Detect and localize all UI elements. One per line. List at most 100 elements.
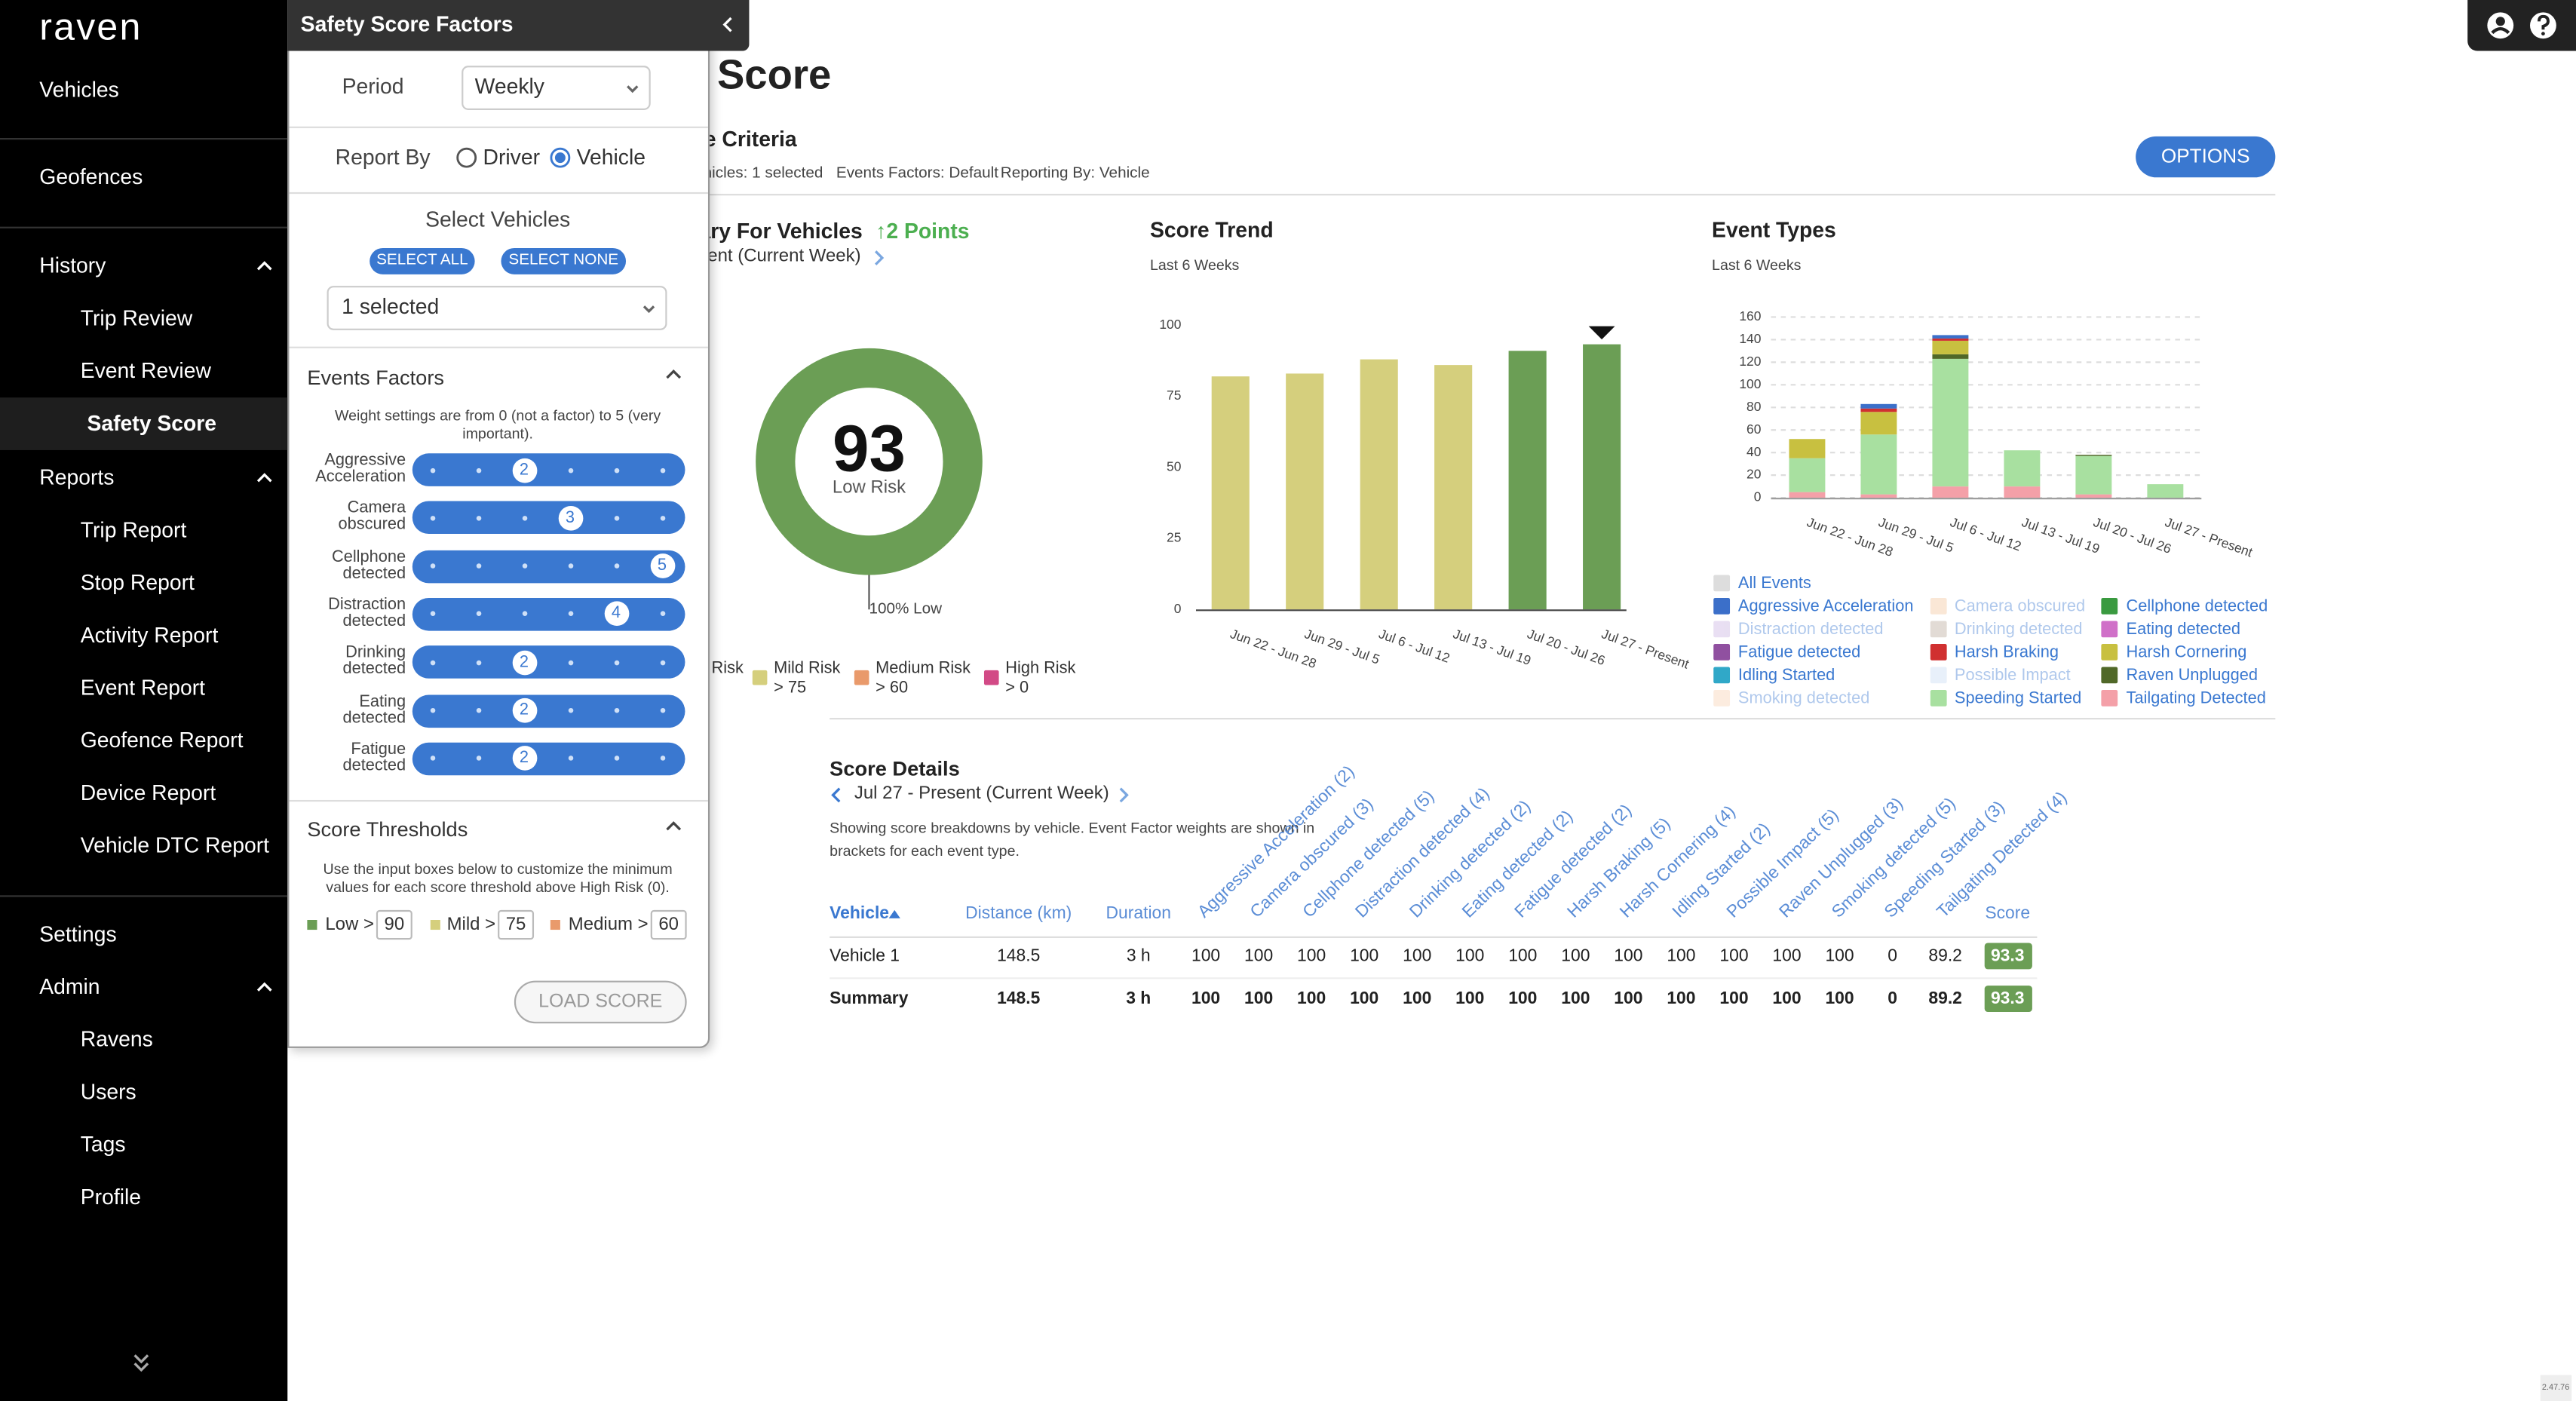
nav-item[interactable]: Admin	[39, 973, 100, 999]
legend-item[interactable]: Speeding Started	[1930, 687, 2085, 710]
legend-item[interactable]: Smoking detected	[1713, 687, 1913, 710]
legend-label: Aggressive Acceleration	[1737, 596, 1914, 615]
legend-label: Camera obscured	[1954, 596, 2086, 615]
legend-item[interactable]: Harsh Braking	[1930, 641, 2085, 664]
column-header[interactable]: Duration	[1106, 903, 1171, 924]
legend: Aggressive Acceleration Camera obscured Ce…	[1713, 595, 2268, 710]
slider-track[interactable]	[412, 694, 685, 728]
slider-thumb[interactable]: 5	[649, 553, 675, 579]
slider-track[interactable]	[412, 549, 685, 583]
slider-track[interactable]	[412, 453, 685, 486]
nav-subitem[interactable]: Event Review	[80, 357, 211, 383]
slider-thumb[interactable]: 2	[511, 746, 537, 771]
nav-item[interactable]: Geofences	[39, 164, 143, 189]
nav-subitem[interactable]: Trip Review	[80, 305, 193, 330]
panel-header	[287, 0, 750, 51]
button[interactable]: SELECT NONE	[501, 247, 627, 274]
nav-subitem[interactable]: Users	[80, 1079, 136, 1104]
legend-item[interactable]: Harsh Cornering	[2101, 641, 2268, 664]
table-cell: 100	[1455, 946, 1485, 966]
nav-subitem[interactable]: Safety Score	[87, 410, 217, 436]
event-bar-segment	[1860, 408, 1897, 412]
threshold-input[interactable]: 90	[376, 909, 412, 940]
event-bar-segment	[1860, 434, 1897, 495]
slider-track[interactable]	[412, 501, 685, 535]
options-button[interactable]: OPTIONS	[2136, 136, 2276, 178]
legend-label: Harsh Braking	[1954, 642, 2059, 661]
legend-item[interactable]: Idling Started	[1713, 664, 1913, 687]
column-header[interactable]: Distance (km)	[965, 903, 1072, 924]
legend-item[interactable]: Possible Impact	[1930, 664, 2085, 687]
threshold-input[interactable]: 60	[650, 909, 687, 940]
slider-thumb[interactable]: 2	[511, 697, 537, 723]
legend-swatch	[2101, 689, 2118, 707]
slider-dot	[429, 515, 435, 521]
nav-subitem[interactable]: Stop Report	[80, 569, 195, 595]
slider-track[interactable]	[412, 597, 685, 631]
legend-swatch	[2101, 621, 2118, 638]
table-cell: 100	[1825, 989, 1854, 1009]
divider	[289, 192, 708, 195]
legend-item[interactable]: Distraction detected	[1713, 618, 1913, 641]
legend-item[interactable]: Tailgating Detected	[2101, 687, 2268, 710]
nav-subitem[interactable]: Activity Report	[80, 622, 219, 648]
legend-item[interactable]: Aggressive Acceleration	[1713, 595, 1913, 618]
nav-subitem[interactable]: Event Report	[80, 675, 206, 700]
section-title[interactable]: Events Factors	[307, 366, 445, 390]
table-cell: 100	[1350, 989, 1379, 1009]
slider-thumb[interactable]: 2	[511, 457, 537, 483]
nav-subitem[interactable]: Device Report	[80, 780, 216, 805]
trend-bar	[1360, 359, 1398, 610]
slider-track[interactable]	[412, 645, 685, 679]
legend-threshold: > 60	[876, 678, 908, 697]
version: 2.47.76	[2540, 1375, 2571, 1401]
table-cell: 100	[1403, 989, 1432, 1009]
nav-subitem[interactable]: Ravens	[80, 1026, 153, 1052]
nav-subitem[interactable]: Vehicle DTC Report	[80, 832, 270, 858]
slider-thumb[interactable]: 4	[603, 602, 629, 627]
legend-item[interactable]: Fatigue detected	[1713, 641, 1913, 664]
event-bar-segment	[1932, 335, 1969, 339]
y-tick-label: 40	[1746, 444, 1761, 459]
legend-item[interactable]: Camera obscured	[1930, 595, 2085, 618]
nav-item[interactable]: Reports	[39, 464, 115, 490]
select[interactable]	[327, 286, 667, 330]
legend-item[interactable]: All Events	[1713, 572, 1811, 595]
select[interactable]	[462, 66, 651, 110]
slider-dot	[475, 563, 481, 569]
column-header[interactable]: Vehicle	[830, 903, 890, 924]
nav-item[interactable]: History	[39, 253, 106, 278]
legend-label: Speeding Started	[1954, 688, 2082, 707]
slider-dot	[567, 660, 573, 665]
legend-item[interactable]: Eating detected	[2101, 618, 2268, 641]
slider-dot	[567, 612, 573, 617]
slider-dot	[475, 515, 481, 521]
slider-thumb[interactable]: 2	[511, 650, 537, 675]
radio-label[interactable]: Vehicle	[576, 144, 646, 170]
nav-item[interactable]: Settings	[39, 921, 117, 946]
event-bar-segment	[1860, 494, 1897, 498]
legend-item[interactable]: Cellphone detected	[2101, 595, 2268, 618]
nav-subitem[interactable]: Tags	[80, 1132, 126, 1157]
threshold-input[interactable]: 75	[498, 909, 535, 940]
legend-label: Possible Impact	[1954, 666, 2071, 685]
event-bar-segment	[1932, 340, 1969, 354]
slider-thumb[interactable]: 3	[557, 505, 583, 531]
nav-item[interactable]: Vehicles	[39, 77, 119, 103]
nav-subitem[interactable]: Profile	[80, 1184, 142, 1209]
section-title[interactable]: Score Thresholds	[307, 817, 468, 842]
event-bar-segment	[1789, 492, 1826, 498]
column-header[interactable]: Score	[1985, 903, 2031, 924]
nav-subitem[interactable]: Trip Report	[80, 517, 187, 542]
button[interactable]: SELECT ALL	[370, 247, 475, 274]
load-button[interactable]: LOAD SCORE	[514, 980, 687, 1024]
legend-item[interactable]: Raven Unplugged	[2101, 664, 2268, 687]
nav-subitem[interactable]: Geofence Report	[80, 728, 244, 753]
note: Weight settings are from 0 (not a factor…	[334, 407, 661, 443]
factor-label: Aggressive Acceleration	[315, 452, 406, 486]
slider-dot	[613, 707, 619, 713]
slider-track[interactable]	[412, 742, 685, 775]
radio-label[interactable]: Driver	[483, 144, 541, 170]
legend-item[interactable]: Drinking detected	[1930, 618, 2085, 641]
